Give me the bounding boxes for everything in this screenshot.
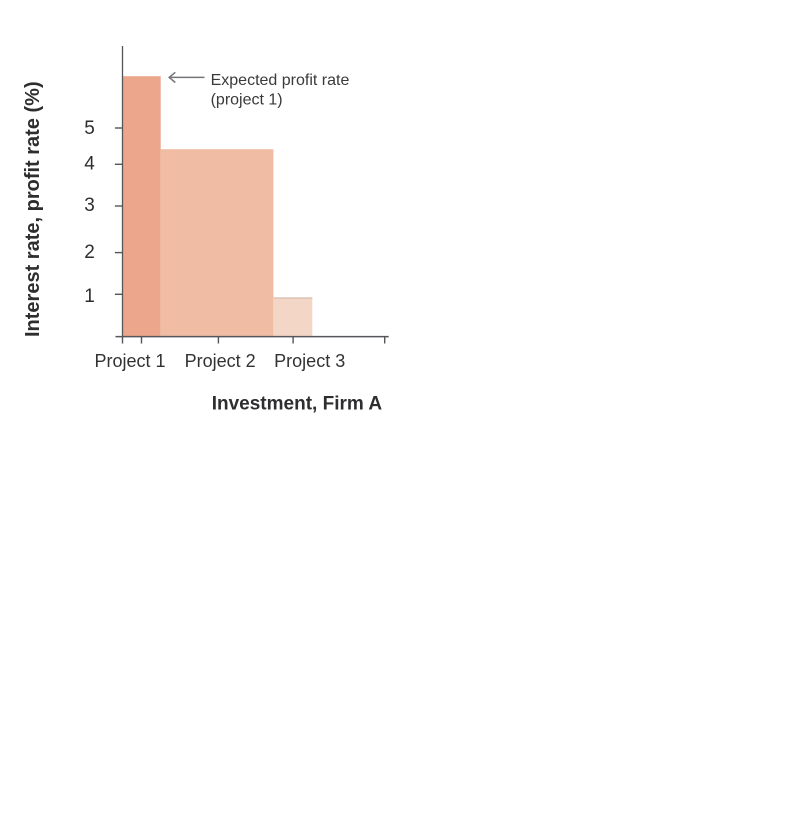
svg-text:Project 3: Project 3	[274, 351, 345, 371]
svg-text:3: 3	[84, 195, 95, 216]
svg-text:5: 5	[84, 118, 95, 139]
svg-text:Project 2: Project 2	[185, 351, 256, 371]
svg-text:4: 4	[84, 153, 95, 174]
svg-text:Investment, Firm A: Investment, Firm A	[212, 394, 383, 415]
svg-text:Project 1: Project 1	[94, 351, 165, 371]
svg-text:(project 1): (project 1)	[211, 92, 283, 109]
svg-text:Expected profit rate: Expected profit rate	[211, 72, 350, 89]
svg-text:2: 2	[84, 242, 95, 263]
svg-text:1: 1	[84, 286, 95, 307]
svg-text:Interest rate, profit rate (%): Interest rate, profit rate (%)	[22, 81, 44, 337]
